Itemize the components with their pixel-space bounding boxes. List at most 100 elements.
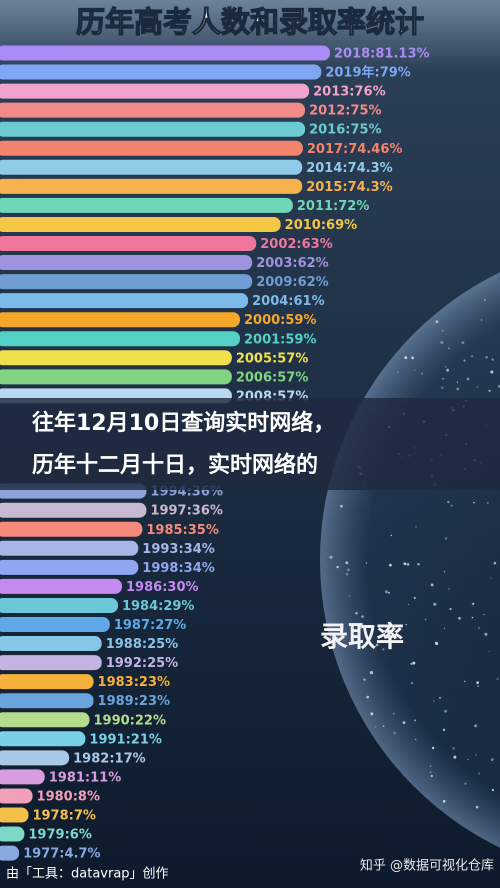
dot <box>361 615 364 618</box>
bar <box>0 331 240 347</box>
bar-label: 1978:7% <box>32 809 95 824</box>
dot <box>369 671 373 675</box>
bar-label: 1988:25% <box>106 637 179 652</box>
dot <box>458 616 461 620</box>
bar-label: 1989:23% <box>98 694 171 709</box>
dot <box>471 603 474 606</box>
bar <box>0 64 322 80</box>
bar <box>0 502 147 518</box>
dot <box>393 713 395 715</box>
bar <box>0 521 143 537</box>
dot <box>477 685 479 688</box>
dot <box>370 712 374 716</box>
dot <box>403 562 407 566</box>
dot <box>475 754 477 756</box>
bar-label: 2001:59% <box>244 332 317 347</box>
bar <box>0 369 232 385</box>
dot <box>480 319 483 321</box>
bar-label: 1979:6% <box>28 828 91 843</box>
bar <box>0 255 253 271</box>
bar <box>0 83 310 99</box>
bar <box>0 197 293 213</box>
dot <box>444 537 448 540</box>
bar-label: 2010:69% <box>285 218 358 233</box>
bar-label: 2016:75% <box>309 123 382 138</box>
dot <box>456 381 458 383</box>
dot <box>347 568 350 572</box>
dot <box>393 731 396 735</box>
dot <box>491 788 494 792</box>
dot <box>410 662 413 666</box>
dot <box>366 695 370 699</box>
dot <box>440 341 444 344</box>
dot <box>413 369 416 371</box>
bar-label: 2009:62% <box>256 275 329 290</box>
dot <box>389 563 392 567</box>
dot <box>483 613 485 616</box>
dot <box>382 725 385 727</box>
bar-label: 1998:34% <box>142 561 215 576</box>
dot <box>414 719 417 722</box>
bar <box>0 45 330 61</box>
bar-label: 1980:8% <box>37 789 100 804</box>
dot <box>461 341 465 344</box>
dot <box>390 534 393 537</box>
dot <box>483 298 486 301</box>
dot <box>407 603 410 606</box>
dot <box>470 355 474 358</box>
dot <box>448 347 450 349</box>
dot <box>478 772 481 775</box>
bar-label: 2006:57% <box>236 370 308 385</box>
dot <box>442 330 444 332</box>
dot <box>471 616 474 619</box>
dot <box>404 356 408 360</box>
dot <box>435 320 439 324</box>
dot <box>382 648 385 651</box>
bar <box>0 216 281 232</box>
dot <box>421 372 424 375</box>
dot <box>493 561 497 565</box>
dot <box>444 709 447 713</box>
bar <box>0 826 25 842</box>
dot <box>475 805 479 809</box>
dot <box>415 525 417 528</box>
dot <box>497 385 500 388</box>
dot <box>477 627 480 629</box>
bar <box>0 731 86 747</box>
dot <box>402 721 406 724</box>
dot <box>486 502 489 504</box>
dot <box>430 583 434 587</box>
bar-label: 1991:21% <box>89 732 161 747</box>
dot <box>473 501 475 504</box>
chart-title: 历年高考人数和录取率统计 <box>76 5 424 39</box>
banner <box>0 398 500 490</box>
dot <box>405 623 407 626</box>
bar <box>0 236 257 251</box>
bar-label: 1986:30% <box>126 580 198 595</box>
credit: 由「工具：datavrap」创作 <box>6 867 169 882</box>
dot <box>466 377 470 381</box>
dot <box>336 565 339 569</box>
dot <box>336 637 339 640</box>
dot <box>474 724 477 728</box>
dot <box>406 563 410 566</box>
bar <box>0 693 94 709</box>
bar <box>0 712 90 728</box>
dot <box>433 602 437 606</box>
dot <box>485 356 488 359</box>
bar-label: 2015:74.3% <box>306 180 392 195</box>
banner-line: 往年12月10日查询实时网络， <box>32 410 335 436</box>
bar-label: 1992:25% <box>106 656 179 671</box>
dot <box>413 596 416 600</box>
dot <box>448 588 450 590</box>
dot <box>430 771 432 773</box>
dot <box>375 643 379 647</box>
dot <box>450 504 453 507</box>
bar-label: 1987:27% <box>114 618 186 633</box>
bar-label: 1997:36% <box>150 504 223 519</box>
dot <box>456 387 460 391</box>
dot <box>447 500 450 504</box>
dot <box>433 700 435 702</box>
bar-label: 1982:17% <box>73 751 146 766</box>
dot <box>488 650 490 653</box>
